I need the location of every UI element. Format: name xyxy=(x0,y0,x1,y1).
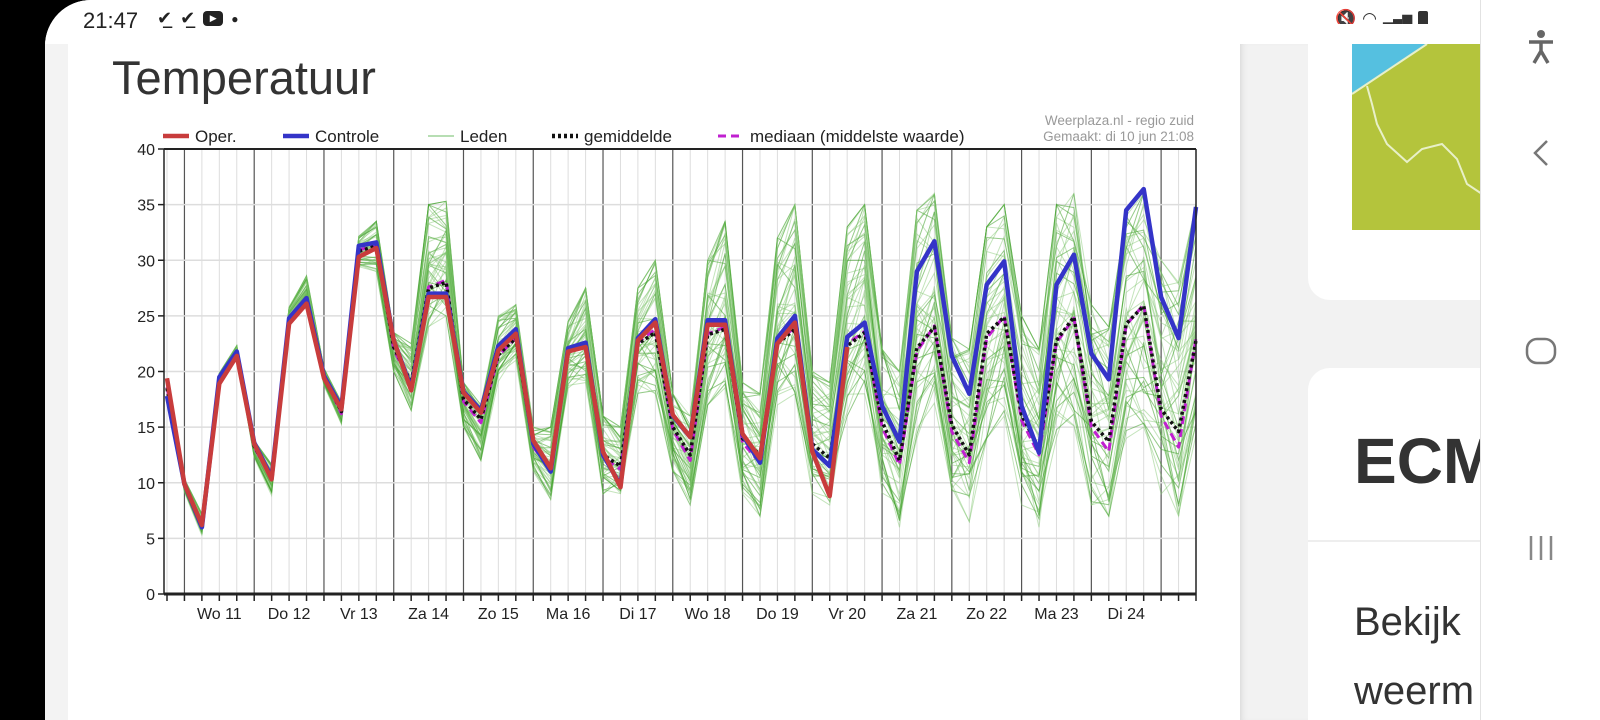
x-tick-label: Di 17 xyxy=(619,606,656,623)
back-icon xyxy=(1533,140,1548,166)
x-tick-label: Wo 18 xyxy=(685,606,731,623)
mute-vibrate-icon: 🔇 xyxy=(1335,9,1357,28)
x-tick-label: Zo 15 xyxy=(478,606,519,623)
y-tick-label: 15 xyxy=(137,420,155,437)
series-line-mediaan xyxy=(165,243,1198,527)
legend-label: gemiddelde xyxy=(584,127,672,146)
recent-apps-icon xyxy=(1529,536,1553,560)
legend-label: mediaan (middelste waarde) xyxy=(750,127,965,146)
y-tick-label: 30 xyxy=(137,253,155,270)
left-gutter xyxy=(45,44,68,720)
y-tick-label: 5 xyxy=(146,531,155,548)
battery-icon xyxy=(1418,10,1429,28)
x-tick-label: Ma 23 xyxy=(1034,606,1079,623)
card-title: ECM xyxy=(1354,425,1497,497)
member-line-leden xyxy=(166,261,1197,531)
sidebar: ECM Bekijk weerm xyxy=(1240,24,1508,720)
recent-apps-button[interactable] xyxy=(1511,523,1571,573)
member-line-leden xyxy=(166,193,1197,517)
region-map[interactable] xyxy=(1352,44,1482,230)
chart-created-timestamp: Gemaakt: di 10 jun 21:08 xyxy=(1043,129,1194,144)
home-icon xyxy=(1525,337,1557,365)
ecm-card[interactable]: ECM Bekijk weerm xyxy=(1308,368,1508,720)
temperature-ensemble-chart: 0 5 10 15 20 25 30 35 40 Wo 11 Do 12 Vr 13 Za 14 Zo 1… xyxy=(137,113,1199,623)
y-tick-label: 35 xyxy=(137,198,155,215)
chart-credit: Weerplaza.nl - regio zuid xyxy=(1045,113,1194,128)
status-bar: 21:47 ✔̲ ✔̲ ▶ ● 🔇 ◠ ▂▄▆ xyxy=(45,0,1480,44)
status-time: 21:47 xyxy=(83,8,139,33)
y-tick-label: 20 xyxy=(137,365,155,382)
y-tick-label: 25 xyxy=(137,309,155,326)
member-line-leden xyxy=(166,191,1197,517)
navigation-bar xyxy=(1480,0,1600,720)
phone-screen: 21:47 ✔̲ ✔̲ ▶ ● 🔇 ◠ ▂▄▆ Temperatuur 0 5 10… xyxy=(45,0,1600,720)
x-tick-label: Wo 11 xyxy=(197,606,242,623)
dot-icon: ● xyxy=(231,11,239,26)
y-tick-label: 0 xyxy=(146,587,155,604)
signal-icon: ▂▄▆ xyxy=(1383,11,1413,26)
back-button[interactable] xyxy=(1511,128,1571,178)
x-tick-label: Di 24 xyxy=(1108,606,1145,623)
x-tick-label: Do 19 xyxy=(756,606,799,623)
map-card[interactable] xyxy=(1308,24,1508,300)
border-line xyxy=(1366,85,1482,195)
legend-label: Oper. xyxy=(195,127,237,146)
check-download-icon: ✔̲ xyxy=(180,8,196,28)
x-tick-label: Za 14 xyxy=(408,606,449,623)
accessibility-button[interactable] xyxy=(1511,22,1571,72)
accessibility-icon xyxy=(1529,30,1553,64)
x-tick-label: Do 12 xyxy=(268,606,311,623)
member-line-leden xyxy=(166,192,1197,516)
wifi-icon: ◠ xyxy=(1362,9,1378,28)
map-image xyxy=(1352,44,1482,195)
y-tick-label: 40 xyxy=(137,142,155,159)
divider xyxy=(1308,540,1508,542)
card-text: Bekijk xyxy=(1354,600,1461,644)
youtube-icon: ▶ xyxy=(203,11,224,26)
y-tick-label: 10 xyxy=(137,476,155,493)
x-tick-label: Za 21 xyxy=(896,606,937,623)
x-tick-label: Zo 22 xyxy=(966,606,1007,623)
check-download-icon: ✔̲ xyxy=(157,8,173,28)
home-button[interactable] xyxy=(1511,326,1571,376)
x-tick-label: Vr 13 xyxy=(340,606,378,623)
member-line-leden xyxy=(166,257,1197,535)
legend-label: Leden xyxy=(460,127,507,146)
x-tick-label: Vr 20 xyxy=(828,606,866,623)
member-line-leden xyxy=(166,263,1197,535)
x-tick-label: Ma 16 xyxy=(546,606,591,623)
series-line-oper xyxy=(164,245,850,528)
card-text: weerm xyxy=(1354,669,1475,713)
page-title: Temperatuur xyxy=(112,51,376,104)
coastline xyxy=(1352,44,1428,95)
legend-label: Controle xyxy=(315,127,379,146)
